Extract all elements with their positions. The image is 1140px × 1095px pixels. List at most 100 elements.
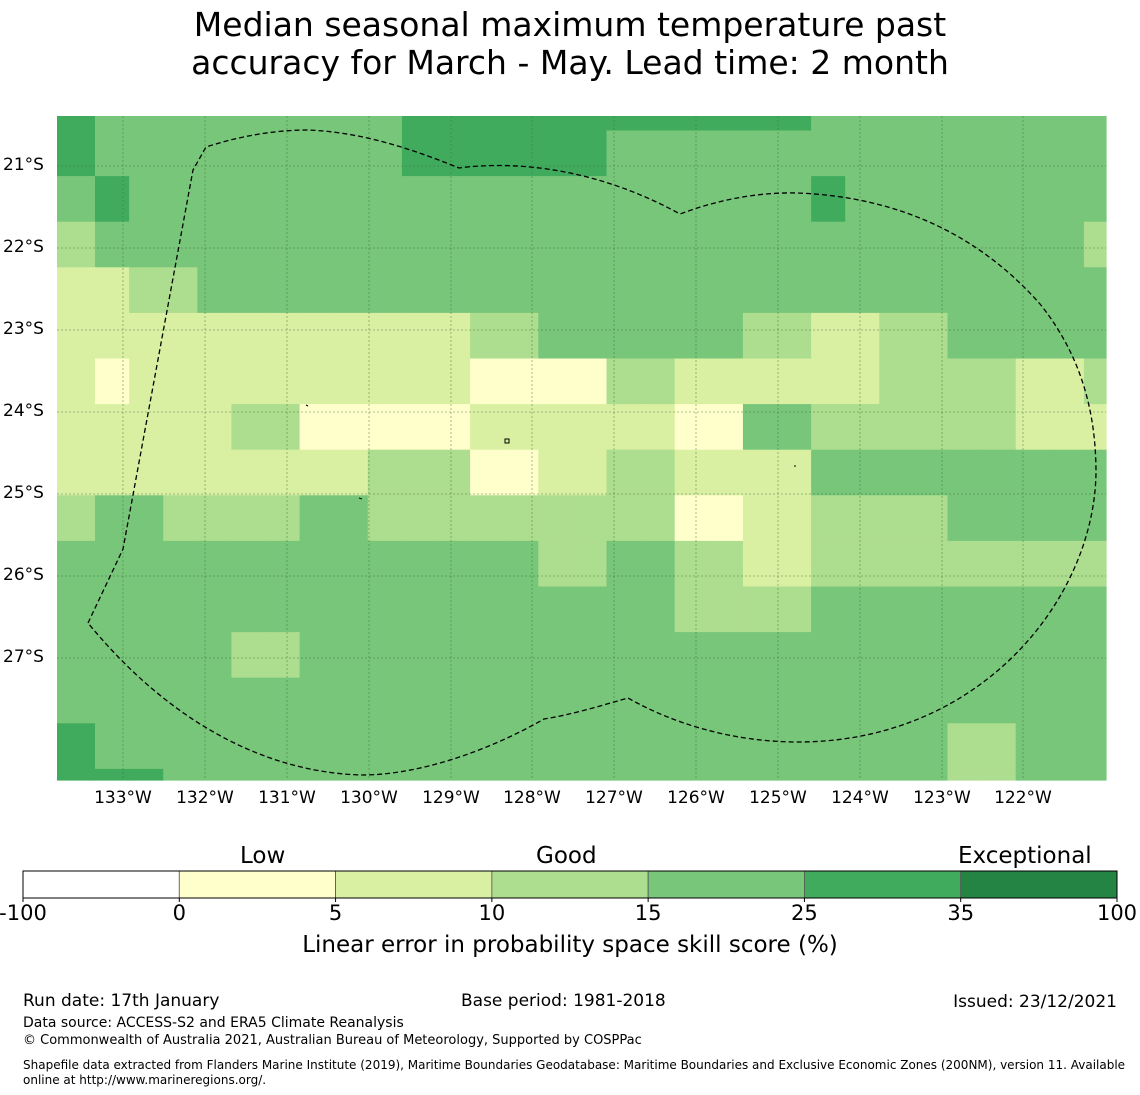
skill-cell <box>436 176 471 223</box>
skill-cell <box>674 677 710 724</box>
skill-cell <box>845 176 880 223</box>
skill-cell <box>606 768 642 781</box>
skill-cell <box>606 540 642 588</box>
skill-cell <box>913 358 949 405</box>
skill-cell <box>197 677 232 724</box>
skill-cell <box>333 312 369 360</box>
skill-cell <box>572 632 608 679</box>
skill-cell <box>95 221 130 268</box>
skill-cell <box>913 677 949 724</box>
skill-cell <box>811 768 846 781</box>
skill-cell <box>367 495 403 542</box>
skill-cell <box>879 495 914 542</box>
skill-cell <box>742 312 778 360</box>
skill-cell <box>879 768 914 781</box>
skill-cell <box>231 358 267 405</box>
skill-cell <box>708 116 744 132</box>
skill-cell <box>640 449 676 496</box>
skill-cell <box>367 221 403 268</box>
skill-cell <box>640 312 676 360</box>
skill-cell <box>811 632 846 679</box>
skill-cell <box>436 723 471 770</box>
skill-cell <box>401 495 437 542</box>
skill-cell <box>947 176 983 223</box>
skill-cell <box>265 176 301 223</box>
skill-cell <box>538 540 573 588</box>
skill-cell <box>367 116 403 132</box>
skill-cell <box>777 586 812 633</box>
skill-cell <box>129 540 164 588</box>
skill-cell <box>879 632 914 679</box>
skill-cell <box>436 130 471 177</box>
skill-cell <box>57 130 96 177</box>
skill-cell <box>504 768 539 781</box>
skill-cell <box>129 677 164 724</box>
skill-cell <box>947 540 983 588</box>
skill-cell <box>367 632 403 679</box>
skill-cell <box>913 221 949 268</box>
skill-cell <box>777 358 812 405</box>
skill-cell <box>845 495 880 542</box>
skill-cell <box>197 495 232 542</box>
skill-cell <box>879 677 914 724</box>
skill-cell <box>470 358 505 405</box>
skill-cell <box>1015 677 1051 724</box>
skill-cell <box>1015 358 1051 405</box>
skill-cell <box>401 312 437 360</box>
skill-cell <box>538 586 573 633</box>
skill-cell <box>981 130 1017 177</box>
skill-cell <box>163 312 198 360</box>
longitude-label: 132°W <box>176 788 234 808</box>
colorbar-bin <box>491 870 649 899</box>
skill-cell <box>811 495 846 542</box>
skill-cell <box>811 723 846 770</box>
skill-cell <box>606 116 642 132</box>
skill-cell <box>538 677 573 724</box>
skill-cell <box>504 221 539 268</box>
colorbar <box>22 870 1118 902</box>
skill-cell <box>879 130 914 177</box>
skill-cell <box>231 130 267 177</box>
skill-cell <box>401 116 437 132</box>
skill-cell <box>538 404 573 451</box>
skill-cell <box>879 116 914 132</box>
skill-cell <box>981 768 1017 781</box>
skill-cell <box>367 312 403 360</box>
skill-cell <box>742 677 778 724</box>
skill-cell <box>504 267 539 314</box>
skill-cell <box>504 449 539 496</box>
longitude-label: 129°W <box>422 788 480 808</box>
skill-cell <box>231 116 267 132</box>
skill-cell <box>401 677 437 724</box>
skill-cell <box>95 540 130 588</box>
skill-cell <box>163 632 198 679</box>
skill-cell <box>129 404 164 451</box>
skill-cell <box>129 130 164 177</box>
skill-cell <box>572 495 608 542</box>
skill-cell <box>333 540 369 588</box>
skill-cell <box>777 449 812 496</box>
colorbar-tick-label: 5 <box>328 901 343 925</box>
skill-cell <box>777 768 812 781</box>
skill-cell <box>777 176 812 223</box>
skill-cell <box>401 176 437 223</box>
skill-cell <box>197 267 232 314</box>
skill-cell <box>1083 312 1107 360</box>
latitude-label: 27°S <box>3 647 44 667</box>
skill-cell <box>674 632 710 679</box>
skill-cell <box>367 358 403 405</box>
colorbar-bin <box>804 870 962 899</box>
skill-cell <box>674 768 710 781</box>
skill-cell <box>57 768 96 781</box>
skill-cell <box>572 449 608 496</box>
skill-cell <box>811 267 846 314</box>
skill-cell <box>879 312 914 360</box>
skill-cell <box>299 130 335 177</box>
skill-cell <box>742 221 778 268</box>
skill-cell <box>913 495 949 542</box>
skill-cell <box>163 404 198 451</box>
skill-cell <box>742 632 778 679</box>
skill-cell <box>333 404 369 451</box>
skill-cell <box>129 449 164 496</box>
skill-cell <box>1015 723 1051 770</box>
